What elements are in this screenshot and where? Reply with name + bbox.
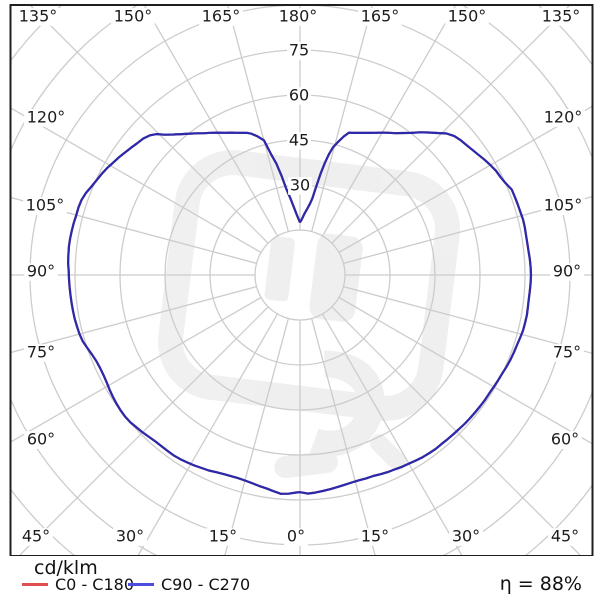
- angle-label: 45°: [22, 527, 50, 546]
- angle-label-bg: [550, 263, 584, 281]
- ring-label-bg: [288, 177, 312, 195]
- angle-label: 30°: [452, 527, 480, 546]
- grid-spoke: [10, 196, 257, 264]
- curve-c90-c270: [67, 131, 533, 495]
- angle-label-bg: [358, 528, 392, 546]
- angle-label: 120°: [544, 108, 583, 127]
- angle-label: 90°: [553, 262, 581, 281]
- grid-spoke: [10, 286, 257, 354]
- polar-chart: 135° 150° 165° 180° 165° 150° 135° 120° 105° 90° 7…: [9, 4, 594, 556]
- ring-label: 60: [289, 86, 309, 105]
- grid-spoke: [321, 313, 463, 556]
- legend-swatch-c90-c270: [128, 583, 154, 586]
- angle-label-bg: [113, 528, 147, 546]
- legend-item-c90-c270: C90 - C270: [128, 575, 250, 594]
- angle-label-bg: [111, 8, 155, 26]
- ring-label: 45: [289, 131, 309, 150]
- ring-label-bg: [287, 132, 311, 150]
- chart-frame: [9, 4, 594, 556]
- angle-label-bg: [276, 8, 320, 26]
- grid-spoke: [311, 5, 374, 232]
- angle-label: 105°: [544, 196, 583, 215]
- angle-label: 60°: [551, 430, 579, 449]
- angle-label-bg: [16, 8, 60, 26]
- angle-label: 120°: [27, 108, 66, 127]
- angle-label-bg: [24, 109, 68, 127]
- angle-label: 105°: [26, 196, 65, 215]
- legend-label-c90-c270: C90 - C270: [161, 575, 251, 594]
- chart-labels: 135° 150° 165° 180° 165° 150° 135° 120° 105° 90° 7…: [16, 7, 585, 546]
- angle-label-bg: [19, 528, 53, 546]
- angle-label-bg: [284, 528, 308, 546]
- watermark-logo-icon: [157, 150, 461, 479]
- angle-label-bg: [358, 8, 402, 26]
- angle-label-bg: [445, 8, 489, 26]
- angle-label-bg: [199, 8, 243, 26]
- angle-label-bg: [548, 528, 582, 546]
- angle-label-bg: [24, 431, 58, 449]
- grid-spoke: [10, 296, 262, 443]
- unit-label: cd/klm: [34, 557, 98, 579]
- angle-label-bg: [541, 197, 585, 215]
- angle-label: 150°: [448, 7, 487, 26]
- angle-label-bg: [206, 528, 240, 546]
- legend-item-c0-c180: C0 - C180: [22, 575, 134, 594]
- legend-swatch-c0-c180: [22, 583, 48, 586]
- angle-label: 180°: [279, 7, 318, 26]
- angle-label-bg: [23, 197, 67, 215]
- polar-grid: [10, 5, 593, 556]
- legend: C0 - C180 C90 - C270: [0, 575, 600, 597]
- angle-label: 75°: [553, 343, 581, 362]
- grid-spoke: [10, 107, 262, 254]
- grid-spoke: [226, 5, 289, 232]
- legend-label-c0-c180: C0 - C180: [55, 575, 135, 594]
- angle-label: 75°: [27, 343, 55, 362]
- angle-label: 90°: [27, 262, 55, 281]
- angle-label-bg: [550, 344, 584, 362]
- angle-label-bg: [449, 528, 483, 546]
- angle-label: 15°: [209, 527, 237, 546]
- grid-spoke: [311, 318, 376, 556]
- angle-label: 165°: [202, 7, 241, 26]
- angle-label: 150°: [114, 7, 153, 26]
- angle-label-bg: [541, 109, 585, 127]
- grid-spoke: [137, 313, 279, 556]
- angle-label: 30°: [116, 527, 144, 546]
- angle-label: 15°: [361, 527, 389, 546]
- grid-spoke: [343, 195, 593, 264]
- angle-label: 135°: [19, 7, 58, 26]
- grid-spoke: [338, 105, 593, 254]
- angle-label: 60°: [27, 430, 55, 449]
- grid-spoke: [338, 296, 593, 445]
- grid-spoke: [343, 286, 593, 355]
- angle-label: 135°: [542, 7, 581, 26]
- grid-spoke: [143, 5, 279, 237]
- angle-label: 165°: [361, 7, 400, 26]
- efficiency-label: η = 88%: [499, 573, 582, 595]
- angle-label-bg: [24, 263, 58, 281]
- grid-spoke: [321, 5, 457, 237]
- ring-label: 30: [290, 176, 310, 195]
- angle-label-bg: [539, 8, 583, 26]
- ring-label-bg: [287, 42, 311, 60]
- grid-spoke: [224, 318, 289, 556]
- distribution-curves: [67, 131, 533, 495]
- ring-label-bg: [287, 87, 311, 105]
- angle-label: 0°: [287, 527, 305, 546]
- angle-label: 45°: [551, 527, 579, 546]
- ring-label: 75: [289, 41, 309, 60]
- angle-label-bg: [24, 344, 58, 362]
- angle-label-bg: [548, 431, 582, 449]
